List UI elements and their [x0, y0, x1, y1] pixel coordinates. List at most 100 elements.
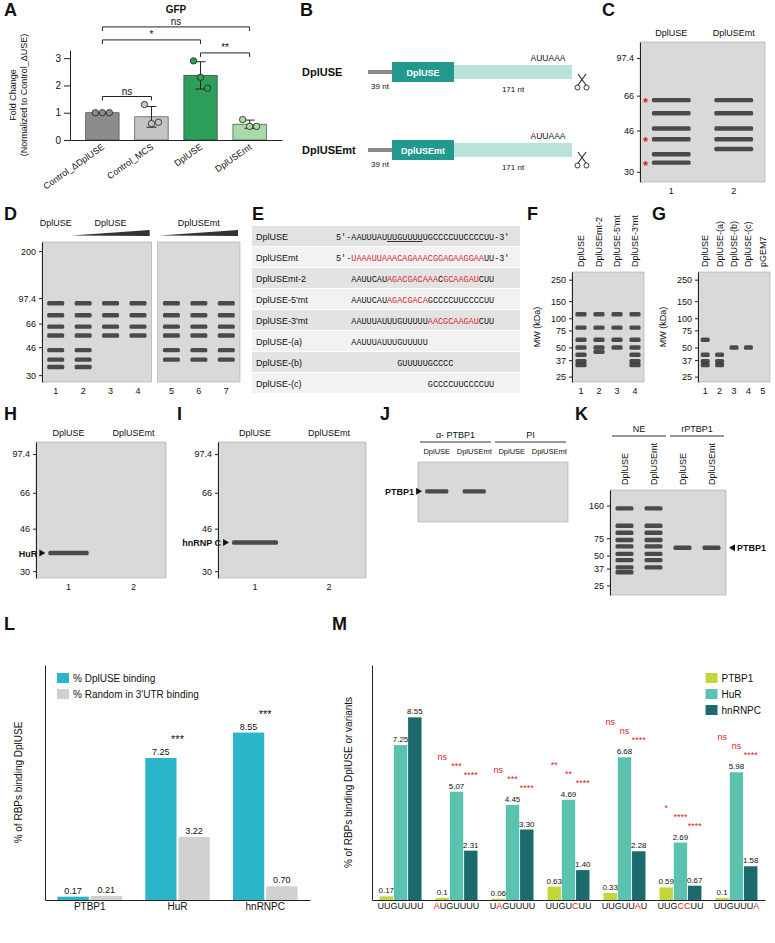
lane-number: 4 — [135, 386, 140, 396]
lane-label: DplUSE-(c) — [743, 221, 753, 267]
element-label: DplUSE — [406, 68, 439, 78]
lane-group-label: NE — [633, 424, 646, 434]
signal-label: AUUAAA — [531, 53, 566, 63]
construct-name: DplUSE — [302, 66, 342, 78]
tick: 97.4 — [12, 449, 36, 459]
axis-title: Fold Change — [8, 69, 18, 121]
band — [652, 98, 691, 102]
band — [218, 333, 235, 337]
panel-a: AGFPFold Change(Normalized to Control_ΔU… — [4, 0, 283, 191]
point — [99, 110, 105, 116]
band — [190, 333, 207, 337]
data-label: 0.33 — [602, 883, 618, 892]
sequence-segment: GCCCCUUCCCCUU — [428, 296, 494, 306]
lane-number: 6 — [196, 386, 201, 396]
sequence-segment: AAUUUAUUUGUUUUU — [351, 317, 428, 327]
lane-group-label: DplUSE — [40, 218, 72, 228]
bar — [618, 757, 631, 900]
bar — [744, 866, 757, 900]
sequence-segment: AGACGACA — [387, 296, 429, 306]
tick-label-part: U — [529, 901, 536, 911]
lane-number: 1 — [669, 186, 674, 196]
tick-label: UAGUUUU — [490, 901, 536, 911]
band — [575, 363, 586, 367]
panel-b: BDplUSEDplUSE39 nt171 ntAUUAAADplUSEmtDp… — [300, 0, 589, 172]
bar — [632, 851, 645, 900]
tick-mark — [215, 529, 218, 530]
sequence-segment: UGCCCCUUCCCCUU-3' — [423, 233, 510, 243]
band — [218, 324, 235, 328]
tick-label: 30 — [624, 167, 634, 177]
tick-label: 97.4 — [194, 449, 212, 459]
tick-mark — [33, 529, 36, 530]
axis-line — [218, 443, 219, 579]
axis-line — [71, 140, 283, 141]
data-label: 7.25 — [393, 735, 409, 744]
sequence: GCCCCUUCCCCUU — [428, 380, 494, 390]
lane-number: 1 — [252, 582, 257, 592]
band — [190, 348, 207, 352]
bar — [548, 887, 561, 900]
tick-label: 150 — [551, 297, 566, 307]
legend-swatch — [706, 689, 718, 699]
tick-label-part: U — [697, 901, 704, 911]
band — [616, 538, 634, 542]
axis-line — [372, 666, 373, 901]
legend-label: hnRNPC — [722, 705, 761, 716]
point — [106, 110, 112, 116]
tick-label: 100 — [677, 314, 692, 324]
plot-marks — [86, 58, 267, 140]
tick-label: 75 — [556, 326, 566, 336]
sequence-segment: 5'-AAUUUAU — [336, 233, 387, 243]
tick-mark — [39, 375, 42, 376]
legend-swatch — [57, 673, 69, 683]
tick-label: 66 — [202, 488, 212, 498]
lane-label: DplUSE — [239, 428, 271, 438]
lane-number: 5 — [169, 386, 174, 396]
axis-line — [42, 243, 43, 383]
tick-label-part: U — [417, 901, 424, 911]
sequence-segment: AAUUCAU — [351, 296, 387, 306]
band — [425, 489, 448, 493]
tick-label: DplUSE — [172, 142, 204, 169]
tick: 30 — [624, 167, 640, 177]
lane-label: DplUSEmt — [532, 447, 568, 456]
tick-label: UUGCCUU — [657, 901, 703, 911]
band — [616, 570, 634, 574]
point — [148, 120, 154, 126]
tick: 2 — [55, 80, 70, 91]
data-label: 4.69 — [561, 790, 577, 799]
bar — [659, 887, 672, 900]
band — [714, 98, 753, 102]
tick-label: 150 — [677, 297, 692, 307]
point — [197, 74, 203, 80]
point — [190, 58, 196, 64]
band — [611, 338, 622, 342]
tick-mark — [215, 493, 218, 494]
data-label: 0.17 — [64, 886, 82, 896]
lane-group-label: DplUSEmt — [178, 218, 221, 228]
panel-letter: F — [527, 204, 538, 224]
tick-label: 250 — [551, 275, 566, 285]
axis-line — [45, 666, 46, 901]
band — [190, 324, 207, 328]
tick-mark — [64, 85, 70, 86]
gel — [610, 490, 726, 595]
significance-label: *** — [259, 708, 273, 720]
panel-letter: C — [602, 0, 615, 20]
panel-letter: A — [4, 0, 17, 20]
axis-title: % of RBPs binding DplUSE or variants — [343, 697, 354, 868]
band — [190, 301, 207, 305]
lane-label: DplUSE-3'mt — [630, 215, 640, 267]
row-name: DplUSE-(a) — [256, 337, 302, 347]
data-label: 0.06 — [490, 889, 506, 898]
point — [141, 101, 147, 107]
significance-label: ns — [620, 726, 630, 736]
tick-label: 25 — [556, 372, 566, 382]
significance-label: ns — [171, 16, 182, 27]
bands — [232, 540, 278, 544]
grouped-bar-panel: M% of RBPs binding DplUSE or variantsUUG… — [332, 614, 766, 911]
tick-label: 1 — [55, 107, 61, 118]
tick-label: 97.4 — [12, 449, 30, 459]
tick: UUGUUAU — [602, 901, 648, 911]
